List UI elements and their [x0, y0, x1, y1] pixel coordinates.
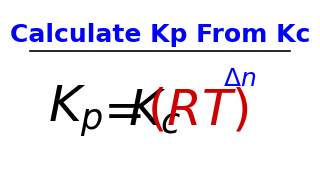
Text: $\Delta n$: $\Delta n$ — [223, 68, 256, 91]
Text: $(RT)$: $(RT)$ — [148, 87, 249, 136]
Text: $=$: $=$ — [93, 87, 142, 136]
Text: $K_c$: $K_c$ — [128, 87, 181, 136]
Text: Calculate Kp From Kc: Calculate Kp From Kc — [10, 23, 310, 47]
Text: $K_p$: $K_p$ — [48, 84, 103, 139]
